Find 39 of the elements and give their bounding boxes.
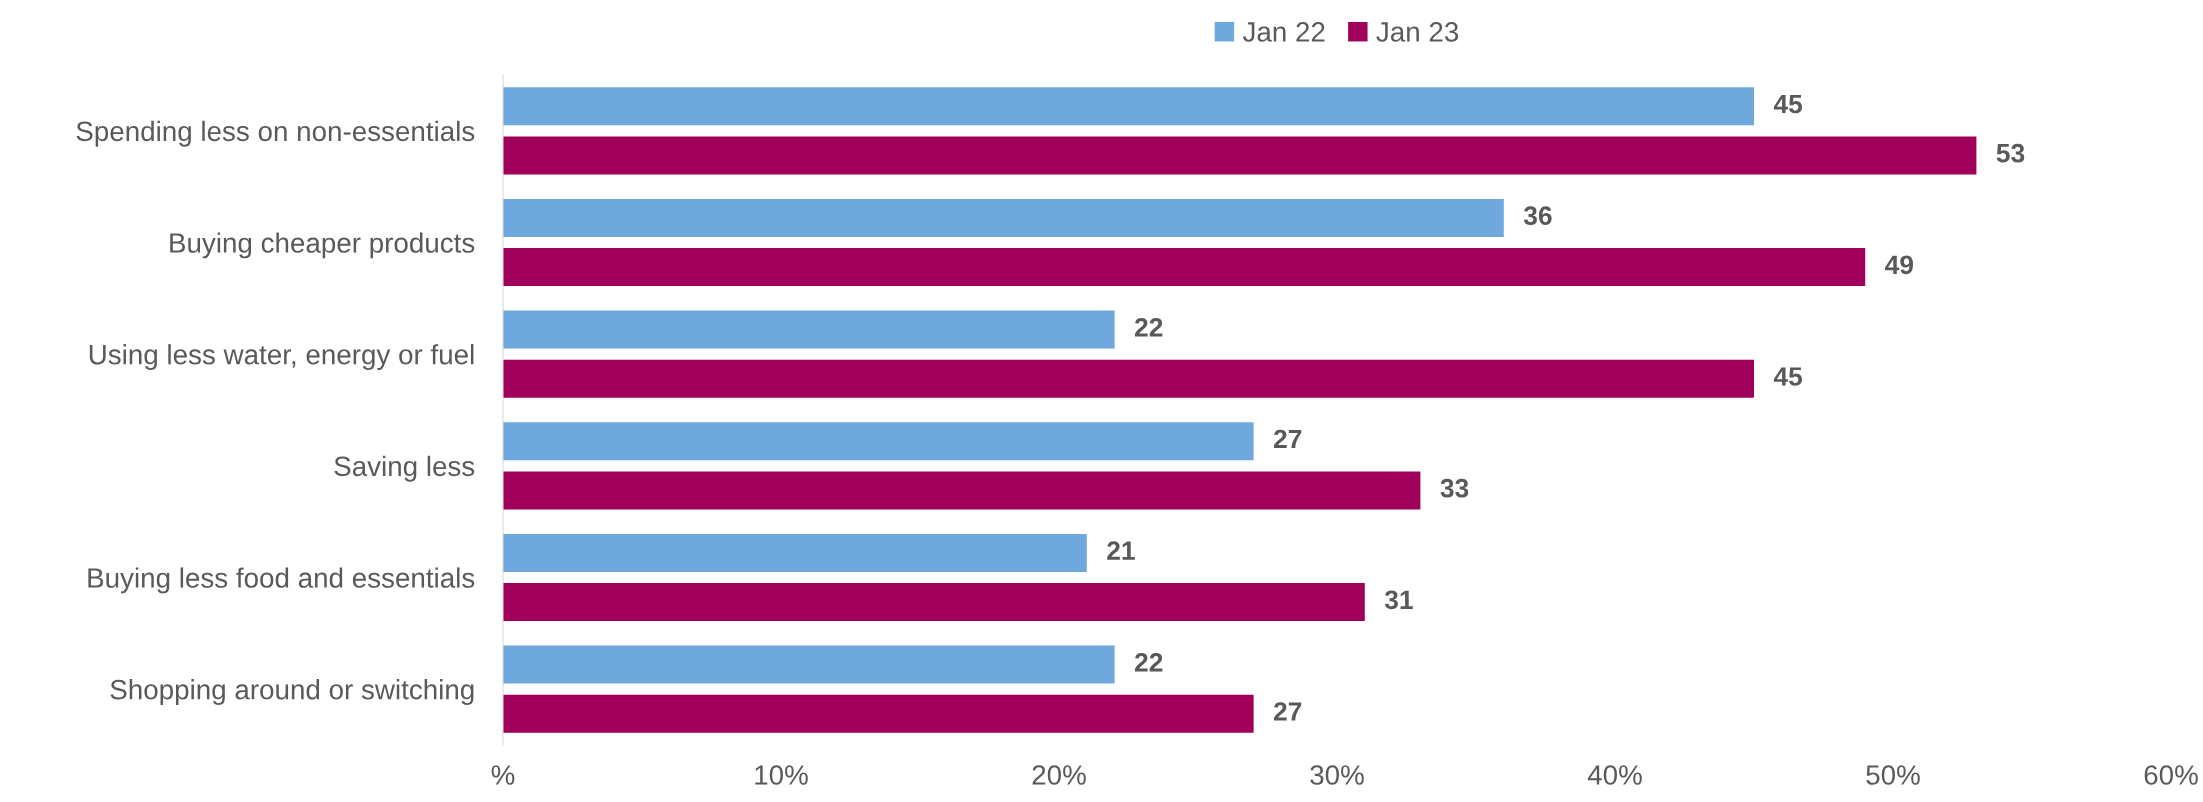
data-label: 33 <box>1440 478 1469 498</box>
bar <box>503 87 1754 126</box>
x-tick-label: % <box>491 765 515 785</box>
data-label: 53 <box>1996 143 2025 163</box>
data-label: 27 <box>1273 429 1302 449</box>
bar <box>503 583 1365 622</box>
bar <box>503 248 1866 287</box>
bar <box>503 198 1504 237</box>
bar <box>503 310 1115 349</box>
y-tick-label: Saving less <box>334 455 475 482</box>
bar <box>503 359 1754 398</box>
y-tick-label: Buying less food and essentials <box>88 567 475 594</box>
x-tick-label: 60% <box>2144 765 2198 785</box>
x-tick-label: 20% <box>1032 765 1086 785</box>
legend-label: Jan 23 <box>1376 22 1459 42</box>
data-label: 45 <box>1773 367 1803 386</box>
bar <box>503 533 1087 572</box>
data-label: 31 <box>1384 590 1413 610</box>
x-tick-label: 30% <box>1310 765 1364 785</box>
y-tick-label: Shopping around or switching <box>110 679 474 705</box>
x-tick-label: 10% <box>755 765 808 785</box>
data-label: 45 <box>1773 94 1803 114</box>
data-label: 49 <box>1885 255 1914 275</box>
x-tick-label: 50% <box>1866 765 1920 785</box>
y-tick-label: Using less water, energy or fuel <box>89 344 474 370</box>
data-label: 22 <box>1134 318 1163 337</box>
data-label: 22 <box>1134 653 1163 672</box>
y-tick-label: Buying cheaper products <box>170 232 475 259</box>
x-tick-label: 40% <box>1587 765 1642 785</box>
bar <box>503 471 1421 510</box>
data-label: 36 <box>1523 206 1552 226</box>
data-label: 27 <box>1273 702 1302 721</box>
bar <box>503 422 1254 461</box>
data-label: 21 <box>1107 541 1135 560</box>
bar <box>503 645 1115 684</box>
legend-label: Jan 22 <box>1242 22 1325 42</box>
bar <box>503 136 1977 175</box>
bar <box>503 694 1254 733</box>
y-tick-label: Spending less on non-essentials <box>76 120 475 147</box>
